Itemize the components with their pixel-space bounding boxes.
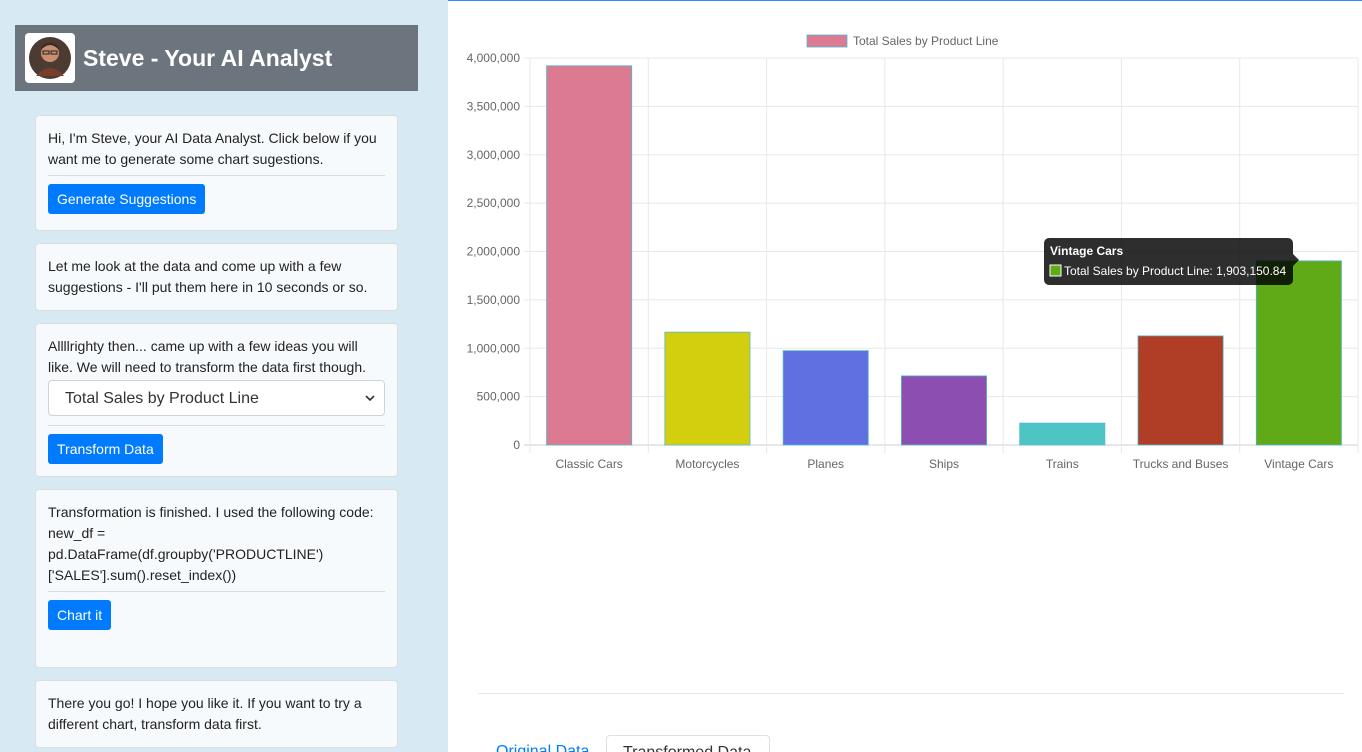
card-divider [48, 175, 385, 176]
tooltip-caret [1293, 254, 1299, 266]
card-divider [48, 591, 385, 592]
code-line: pd.DataFrame(df.groupby('PRODUCTLINE') [48, 546, 324, 562]
tooltip [1044, 238, 1293, 285]
y-tick-label: 1,500,000 [467, 293, 521, 307]
transform-data-button[interactable]: Transform Data [48, 434, 163, 464]
card-divider [48, 425, 385, 426]
bar[interactable] [664, 331, 751, 446]
y-tick-label: 0 [513, 438, 520, 452]
x-tick-label: Trains [1046, 457, 1079, 471]
app-title: Steve - Your AI Analyst [83, 44, 333, 71]
bar[interactable] [1019, 422, 1106, 446]
done-card: There you go! I hope you like it. If you… [35, 680, 398, 748]
x-tick-label: Trucks and Buses [1133, 457, 1229, 471]
tooltip-title: Vintage Cars [1050, 244, 1123, 258]
x-tick-label: Vintage Cars [1264, 457, 1333, 471]
tab-original-data[interactable]: Original Data [496, 743, 590, 752]
done-text: There you go! I hope you like it. If you… [48, 695, 362, 732]
bar[interactable] [1255, 260, 1342, 446]
code-line: new_df = [48, 525, 106, 541]
y-tick-label: 3,500,000 [467, 99, 521, 113]
tab-transformed-data[interactable]: Transformed Data [606, 735, 770, 752]
chart-it-button[interactable]: Chart it [48, 600, 112, 630]
tooltip-label: Total Sales by Product Line: 1,903,150.8… [1064, 264, 1286, 278]
bar[interactable] [782, 350, 869, 446]
x-tick-label: Classic Cars [555, 457, 622, 471]
finished-card: Transformation is finished. I used the f… [35, 489, 398, 668]
chart-panel: 0 500,000 1,000,000 1,500,000 2,000,000 2,500… [448, 0, 1362, 752]
y-tick-label: 4,000,000 [467, 51, 521, 65]
chart-suggestion-select[interactable]: Total Sales by Product Line [48, 380, 385, 416]
thinking-card: Let me look at the data and come up with… [35, 243, 398, 311]
finished-text: Transformation is finished. I used the f… [48, 504, 374, 520]
y-tick-label: 2,500,000 [467, 196, 521, 210]
ideas-card: Allllrighty then... came up with a few i… [35, 323, 398, 477]
chevron-down-icon [365, 395, 375, 402]
x-tick-label: Motorcycles [675, 457, 739, 471]
thinking-text: Let me look at the data and come up with… [48, 258, 368, 295]
legend-label[interactable]: Total Sales by Product Line [853, 34, 999, 48]
bar-chart[interactable]: 0 500,000 1,000,000 1,500,000 2,000,000 2,500… [448, 1, 1362, 481]
bar[interactable] [1137, 335, 1224, 446]
intro-card: Hi, I'm Steve, your AI Data Analyst. Cli… [35, 115, 398, 231]
select-value: Total Sales by Product Line [65, 389, 259, 407]
y-tick-label: 2,000,000 [467, 245, 521, 259]
legend-swatch [806, 34, 848, 48]
y-tick-label: 1,000,000 [467, 341, 521, 355]
bar[interactable] [546, 65, 633, 446]
tooltip-swatch [1049, 264, 1062, 277]
x-tick-label: Planes [807, 457, 844, 471]
intro-text: Hi, I'm Steve, your AI Data Analyst. Cli… [48, 130, 377, 167]
section-divider [478, 693, 1344, 694]
chart-area: 0 500,000 1,000,000 1,500,000 2,000,000 2,500… [448, 1, 1362, 481]
code-line: ['SALES'].sum().reset_index()) [48, 567, 237, 583]
header-bar: Steve - Your AI Analyst [15, 25, 418, 91]
generate-suggestions-button[interactable]: Generate Suggestions [48, 184, 206, 214]
chat-panel: Steve - Your AI Analyst Hi, I'm Steve, y… [0, 0, 448, 752]
person-avatar-icon [25, 33, 75, 83]
x-tick-label: Ships [929, 457, 959, 471]
y-tick-label: 500,000 [477, 390, 521, 404]
ideas-text: Allllrighty then... came up with a few i… [48, 338, 367, 375]
bar[interactable] [901, 375, 987, 446]
y-tick-label: 3,000,000 [467, 148, 521, 162]
